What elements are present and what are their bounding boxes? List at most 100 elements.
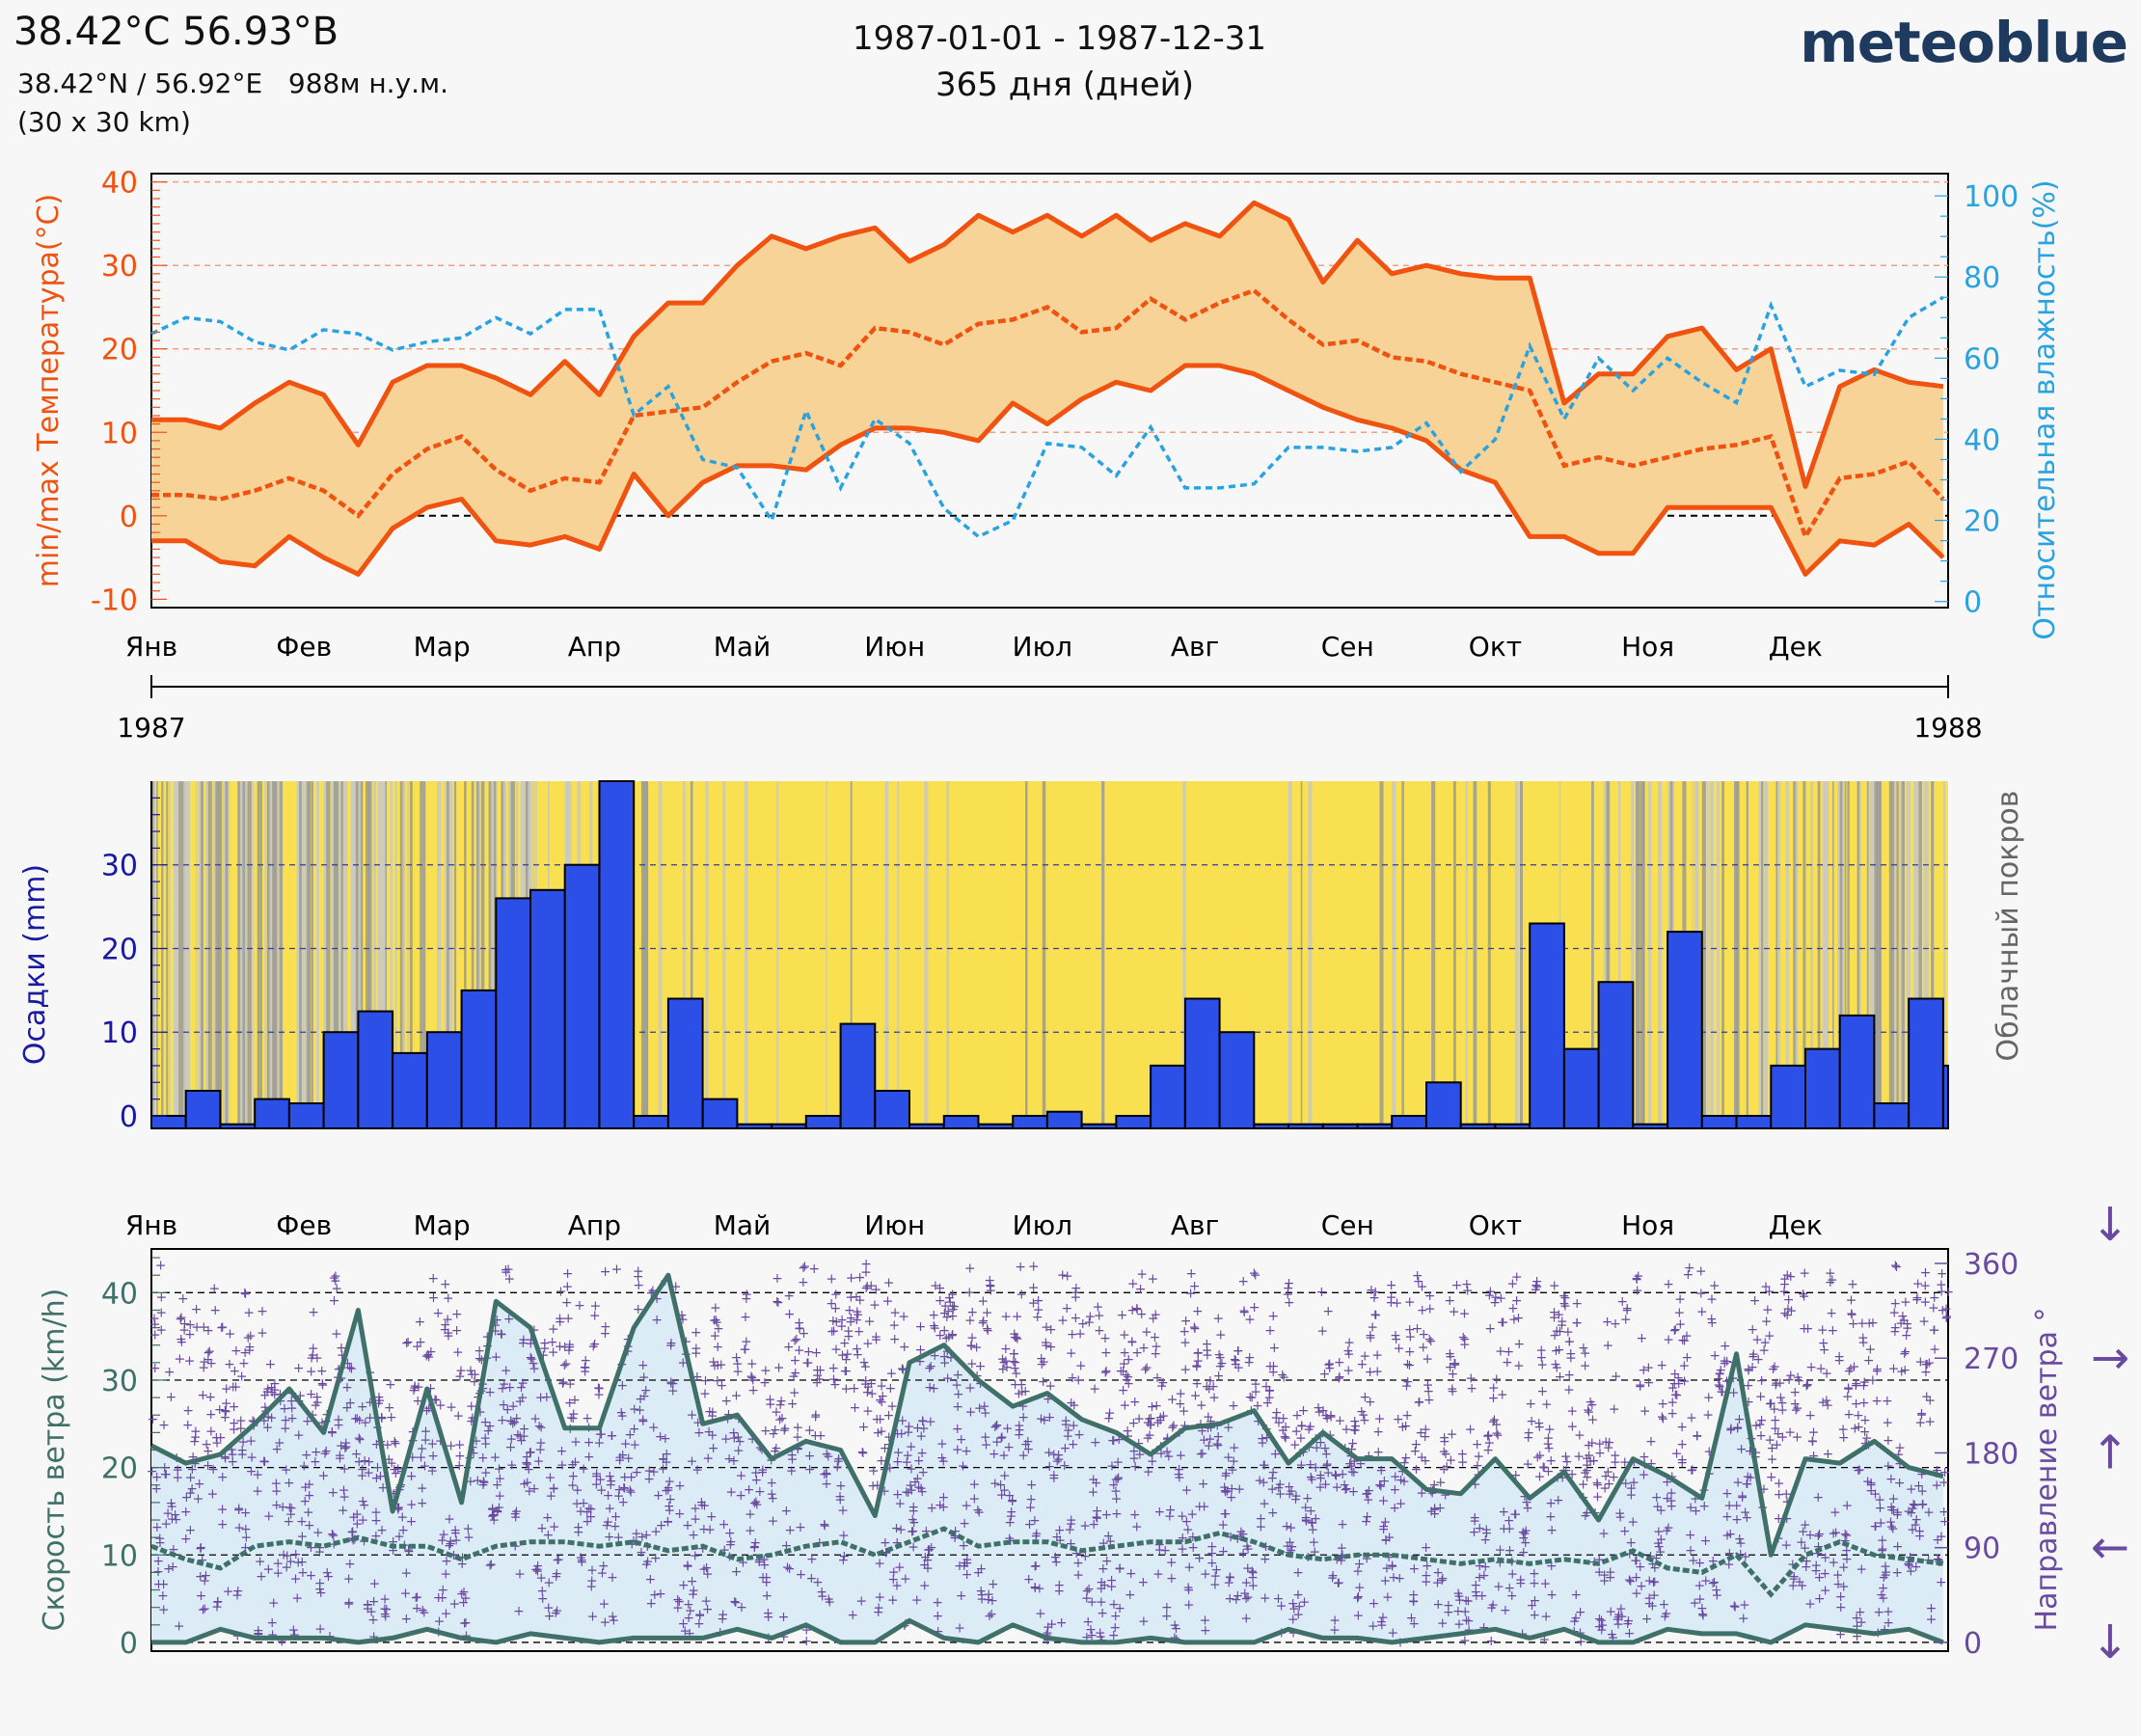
cloud-cover-stripe — [1465, 781, 1468, 1128]
wind-direction-point: + — [1797, 1579, 1808, 1594]
wind-direction-point: + — [881, 1545, 892, 1560]
wind-direction-point: + — [1596, 1622, 1608, 1638]
wind-direction-point: + — [1305, 1457, 1316, 1473]
wind-direction-point: + — [369, 1577, 381, 1592]
wind-direction-point: + — [528, 1361, 540, 1376]
wind-direction-point: + — [962, 1567, 973, 1583]
wind-direction-point: + — [1045, 1322, 1057, 1338]
wind-direction-point: + — [1657, 1410, 1668, 1425]
wind-direction-point: + — [847, 1608, 858, 1623]
wind-direction-point: + — [1525, 1397, 1536, 1412]
wind-direction-point: + — [816, 1585, 827, 1600]
wind-direction-point: + — [1114, 1561, 1125, 1577]
wind-direction-point: + — [1225, 1570, 1236, 1586]
wind-direction-point: + — [1600, 1469, 1612, 1484]
wind-direction-point: + — [748, 1540, 760, 1556]
wind-direction-point: + — [292, 1556, 304, 1571]
wind-direction-point: + — [1307, 1523, 1318, 1538]
wind-direction-point: + — [479, 1415, 491, 1430]
wind-direction-point: + — [199, 1355, 210, 1370]
wind-direction-point: + — [1186, 1507, 1198, 1523]
wind-direction-point: + — [799, 1326, 810, 1342]
wind-direction-point: + — [1185, 1266, 1197, 1282]
wind-direction-point: + — [460, 1590, 472, 1606]
wind-direction-point: + — [1724, 1546, 1736, 1561]
wind-direction-point: + — [1543, 1441, 1555, 1456]
month-label: Янв — [125, 631, 177, 663]
wind-direction-point: + — [526, 1333, 537, 1348]
wind-direction-point: + — [238, 1356, 250, 1371]
wind-direction-point: + — [1400, 1451, 1412, 1466]
wind-direction-point: + — [1452, 1604, 1464, 1619]
wind-direction-point: + — [185, 1470, 197, 1485]
wind-direction-point: + — [156, 1289, 168, 1305]
wind-direction-point: + — [620, 1437, 632, 1452]
wind-direction-point: + — [989, 1476, 1001, 1491]
wind-direction-point: + — [1106, 1579, 1118, 1594]
wind-direction-point: + — [1522, 1457, 1533, 1473]
cloud-cover-stripe — [481, 781, 485, 1128]
wind-direction-point: + — [1821, 1394, 1832, 1409]
wind-direction-point: + — [1566, 1403, 1578, 1419]
wind-direction-point: + — [1457, 1454, 1469, 1470]
wind-direction-point: + — [1286, 1543, 1297, 1559]
wind-direction-point: + — [1019, 1384, 1031, 1399]
wind-direction-point: + — [1511, 1293, 1523, 1309]
wind-direction-point: + — [1365, 1395, 1376, 1410]
wind-direction-point: + — [1666, 1494, 1677, 1509]
wind-direction-point: + — [1801, 1379, 1812, 1395]
wind-direction-point: + — [501, 1264, 512, 1280]
cloud-cover-stripe — [884, 781, 889, 1128]
wind-direction-point: + — [959, 1559, 970, 1574]
wind-direction-point: + — [1253, 1414, 1264, 1429]
wind-direction-point: + — [335, 1451, 346, 1466]
wind-direction-point: + — [390, 1436, 401, 1451]
wind-direction-point: + — [564, 1340, 576, 1355]
wind-direction-point: + — [1408, 1616, 1420, 1632]
cloud-cover-stripe — [353, 781, 358, 1128]
wind-direction-point: + — [1676, 1452, 1688, 1468]
wind-direction-point: + — [1258, 1476, 1269, 1491]
month-label: Июн — [864, 631, 925, 663]
wind-direction-point: + — [1813, 1539, 1825, 1555]
wind-direction-point: + — [443, 1291, 454, 1307]
wind-direction-point: + — [1189, 1321, 1201, 1337]
cloud-cover-stripe — [1906, 781, 1911, 1128]
wind-direction-point: + — [804, 1462, 816, 1478]
wind-direction-point: + — [425, 1381, 437, 1397]
wind-direction-point: + — [1789, 1397, 1801, 1412]
wind-direction-point: + — [1219, 1506, 1231, 1522]
wind-direction-point: + — [672, 1592, 684, 1608]
wind-direction-point: + — [596, 1427, 608, 1443]
wind-direction-point: + — [516, 1380, 528, 1396]
wind-direction-point: + — [1154, 1542, 1166, 1558]
wind-direction-point: + — [203, 1458, 214, 1474]
humidity-tick-label: 100 — [1964, 180, 2019, 214]
wind-direction-point: + — [806, 1552, 818, 1567]
wind-direction-point: + — [678, 1616, 690, 1632]
wind-direction-point: + — [1645, 1549, 1657, 1564]
wind-direction-point: + — [1202, 1379, 1213, 1395]
wind-direction-point: + — [1424, 1302, 1436, 1317]
wind-direction-point: + — [1314, 1468, 1326, 1483]
meteoblue-logo[interactable]: meteoblue — [1800, 10, 2128, 75]
wind-direction-point: + — [1859, 1436, 1871, 1451]
wind-direction-point: + — [1030, 1559, 1042, 1574]
wind-direction-point: + — [1612, 1613, 1623, 1628]
wind-direction-point: + — [1668, 1376, 1680, 1392]
wind-direction-point: + — [1008, 1346, 1019, 1362]
wind-direction-point: + — [1334, 1355, 1345, 1370]
wind-direction-point: + — [846, 1311, 857, 1326]
wind-direction-point: + — [532, 1563, 544, 1579]
wind-direction-point: + — [1780, 1487, 1792, 1503]
wind-direction-point: + — [1070, 1285, 1081, 1300]
wind-direction-point: + — [1504, 1521, 1515, 1536]
wind-direction-point: + — [1774, 1487, 1785, 1503]
wind-direction-point: + — [1203, 1421, 1214, 1436]
wind-direction-point: + — [1563, 1383, 1575, 1398]
wind-direction-point: + — [919, 1579, 931, 1594]
wind-direction-point: + — [1459, 1306, 1471, 1321]
wind-direction-point: + — [1010, 1355, 1021, 1370]
wind-direction-point: + — [1212, 1429, 1224, 1445]
wind-direction-point: + — [1273, 1591, 1285, 1607]
